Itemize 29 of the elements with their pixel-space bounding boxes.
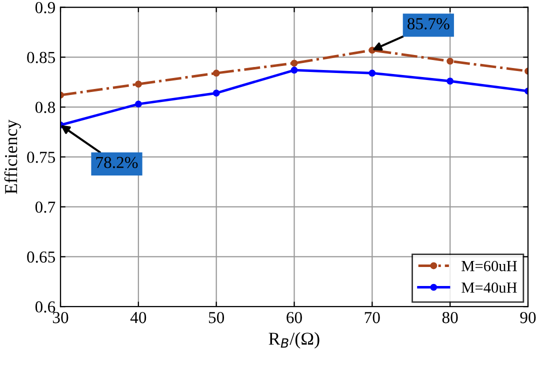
y-tick-label: 0.75 <box>27 152 55 163</box>
x-tick-label: 50 <box>208 312 224 324</box>
point <box>446 78 454 85</box>
point <box>290 60 298 67</box>
x-axis-title: R$_{B}$/(Ω) <box>268 332 320 349</box>
annotation: 78.2% <box>96 156 138 168</box>
y-tick-label: 0.65 <box>27 251 55 263</box>
x-tick-label: 80 <box>442 312 458 324</box>
point <box>134 80 142 88</box>
x-tick-label: 30 <box>52 312 68 324</box>
x-tick-label: 70 <box>364 312 380 324</box>
point <box>212 90 220 97</box>
point <box>368 70 376 77</box>
point <box>134 100 142 108</box>
x-tick-label: 60 <box>286 312 302 324</box>
annotation: 85.7% <box>408 18 450 30</box>
legend-label: M=60uH <box>462 260 517 272</box>
x-tick-label: 40 <box>130 312 146 324</box>
y-tick-label: 0.9 <box>35 2 55 14</box>
y-tick-label: 0.85 <box>27 52 55 64</box>
y-tick-label: 0.7 <box>35 202 56 213</box>
y-axis-title: Efficiency <box>4 120 21 194</box>
legend-label: M=40uH <box>462 282 517 293</box>
x-tick-label: 90 <box>520 312 536 324</box>
y-tick-label: 0.6 <box>35 301 56 313</box>
point <box>212 70 220 77</box>
y-tick-label: 0.8 <box>35 102 56 114</box>
point <box>446 58 454 65</box>
point <box>290 66 298 74</box>
